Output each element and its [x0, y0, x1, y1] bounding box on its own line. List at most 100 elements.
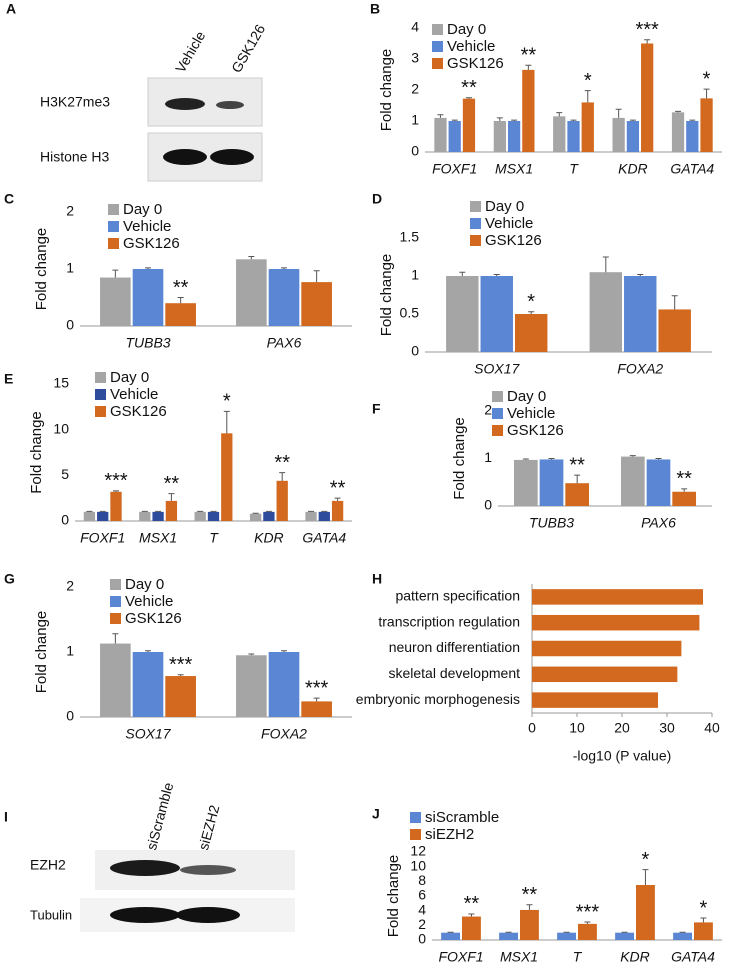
x-tick-label: GATA4	[671, 949, 715, 965]
error-bar	[602, 256, 609, 273]
legend-label: Vehicle	[110, 386, 158, 403]
error-bar	[496, 117, 503, 121]
legend-swatch	[432, 24, 443, 35]
bar	[624, 276, 657, 352]
y-tick-label: 1	[411, 112, 419, 128]
legend-swatch	[492, 425, 503, 436]
bar	[522, 69, 535, 152]
panel-letter: I	[4, 809, 8, 825]
bar	[581, 102, 594, 152]
lane-label: GSK126	[228, 21, 268, 75]
y-tick-label: 0	[411, 143, 419, 159]
legend-swatch	[492, 391, 503, 402]
blot-band	[165, 98, 205, 110]
error-bar	[556, 112, 563, 117]
y-tick-label: 1	[66, 643, 74, 659]
y-tick-label: 5	[61, 466, 69, 482]
error-bar	[548, 458, 555, 460]
error-bar	[279, 472, 286, 481]
category-label: transcription regulation	[378, 613, 520, 629]
significance: **	[676, 468, 692, 490]
legend-swatch	[95, 406, 106, 417]
y-axis-label: Fold change	[378, 254, 395, 337]
significance: *	[700, 897, 708, 919]
error-bar	[703, 88, 710, 99]
error-bar	[112, 269, 119, 278]
bar	[331, 500, 344, 521]
bar	[132, 652, 164, 717]
bar	[236, 655, 267, 717]
legend-label: GSK126	[447, 55, 504, 72]
error-bar	[177, 297, 184, 304]
legend-label: Vehicle	[125, 593, 173, 610]
bar	[236, 259, 267, 326]
y-tick-label: 4	[411, 19, 419, 35]
bar	[318, 511, 330, 521]
significance: *	[584, 70, 592, 92]
panel-letter: F	[372, 401, 381, 417]
legend-swatch	[95, 372, 106, 383]
x-tick-label: T	[209, 530, 219, 546]
error-bar	[511, 119, 518, 121]
bar	[532, 666, 678, 683]
significance: **	[522, 884, 538, 906]
error-bar	[465, 97, 472, 99]
blot-a: A Vehicle GSK126 H3K27me3 Histone H3	[6, 1, 268, 182]
bar	[221, 433, 233, 521]
x-tick-label: MSX1	[495, 161, 533, 177]
error-bar	[112, 633, 119, 644]
bar	[672, 491, 697, 506]
significance: *	[223, 391, 231, 413]
bar	[615, 932, 634, 940]
error-bar	[468, 913, 475, 917]
error-bar	[629, 455, 636, 457]
error-bar	[145, 267, 151, 269]
bar	[557, 932, 576, 940]
y-axis-label: Fold change	[451, 417, 468, 500]
lane-label: Vehicle	[172, 28, 209, 75]
panel-letter: C	[4, 191, 14, 207]
legend-label: Day 0	[485, 198, 524, 215]
bar	[165, 303, 196, 326]
blot-band	[110, 860, 180, 876]
legend-swatch	[470, 201, 481, 212]
x-tick-label: 30	[659, 720, 675, 736]
category-label: embryonic morphogenesis	[356, 691, 520, 707]
bar	[83, 511, 96, 521]
significance: ***	[305, 677, 329, 699]
bar	[658, 309, 691, 352]
bar	[207, 511, 220, 521]
x-tick-label: TUBB3	[529, 515, 574, 531]
y-tick-label: 10	[410, 857, 426, 873]
x-tick-label: PAX6	[267, 335, 302, 351]
bar	[268, 269, 300, 326]
significance: *	[703, 68, 711, 90]
y-tick-label: 0	[411, 343, 419, 359]
bar	[249, 513, 262, 521]
x-tick-label: T	[569, 161, 579, 177]
y-tick-label: 0	[484, 497, 492, 513]
error-bar	[459, 271, 466, 276]
bar	[539, 459, 564, 506]
legend-swatch	[432, 58, 443, 69]
x-tick-label: SOX17	[474, 361, 520, 377]
bar	[694, 922, 713, 940]
bar	[686, 121, 699, 152]
error-bar	[526, 904, 533, 910]
x-tick-label: KDR	[620, 949, 650, 965]
significance: **	[173, 277, 189, 299]
y-tick-label: 0	[418, 931, 426, 947]
y-axis-label: Fold change	[385, 855, 402, 938]
significance: **	[330, 477, 346, 499]
legend-swatch	[110, 613, 121, 624]
bar	[132, 269, 164, 326]
x-tick-label: GATA4	[670, 161, 714, 177]
error-bar	[223, 410, 230, 434]
y-tick-label: 0	[61, 512, 69, 528]
bar	[532, 640, 682, 657]
legend-label: Day 0	[507, 388, 546, 405]
x-tick-label: MSX1	[139, 530, 177, 546]
significance: **	[569, 454, 585, 476]
row-label: Tubulin	[30, 907, 72, 922]
legend-swatch	[108, 221, 119, 232]
